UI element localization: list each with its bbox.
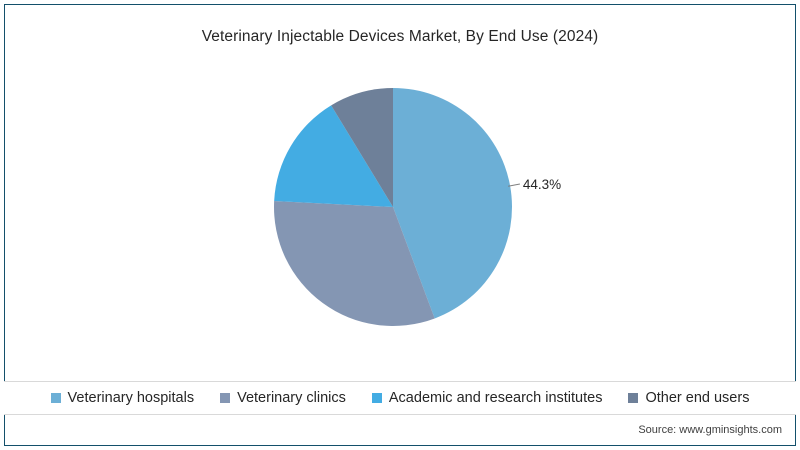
pie-slice[interactable] [274, 105, 393, 207]
legend-swatch-icon [628, 393, 639, 403]
legend-item-other-end-users[interactable]: Other end users [628, 391, 749, 406]
slice-data-label: 44.3% [523, 177, 561, 192]
legend-item-label: Veterinary hospitals [67, 389, 195, 406]
legend-item-academic-and-research-institutes[interactable]: Academic and research institutes [371, 389, 603, 406]
legend-swatch-icon [50, 393, 61, 403]
pie-slice[interactable] [331, 88, 393, 207]
pie-slice[interactable] [393, 88, 512, 319]
page-title: Veterinary Injectable Devices Market, By… [201, 28, 599, 45]
legend-swatch-icon [220, 393, 231, 403]
plot-area: 44.3% [0, 70, 800, 360]
pie-slice[interactable] [273, 201, 435, 326]
pie-slice-group [273, 88, 512, 326]
legend-item-veterinary-clinics[interactable]: Veterinary clinics [220, 391, 346, 406]
pie-chart: 44.3% [273, 88, 561, 326]
legend-item-label: Veterinary clinics [237, 389, 346, 406]
legend-item-label: Academic and research institutes [388, 389, 603, 406]
source-attribution: Source: www.gminsights.com [638, 424, 782, 436]
pie-svg: 44.3% [273, 88, 561, 326]
label-leader-line [508, 183, 520, 187]
legend-item-label: Other end users [645, 389, 750, 406]
legend: Veterinary hospitals Veterinary clinics … [4, 381, 796, 415]
legend-swatch-icon [371, 393, 382, 403]
legend-item-veterinary-hospitals[interactable]: Veterinary hospitals [50, 389, 195, 406]
